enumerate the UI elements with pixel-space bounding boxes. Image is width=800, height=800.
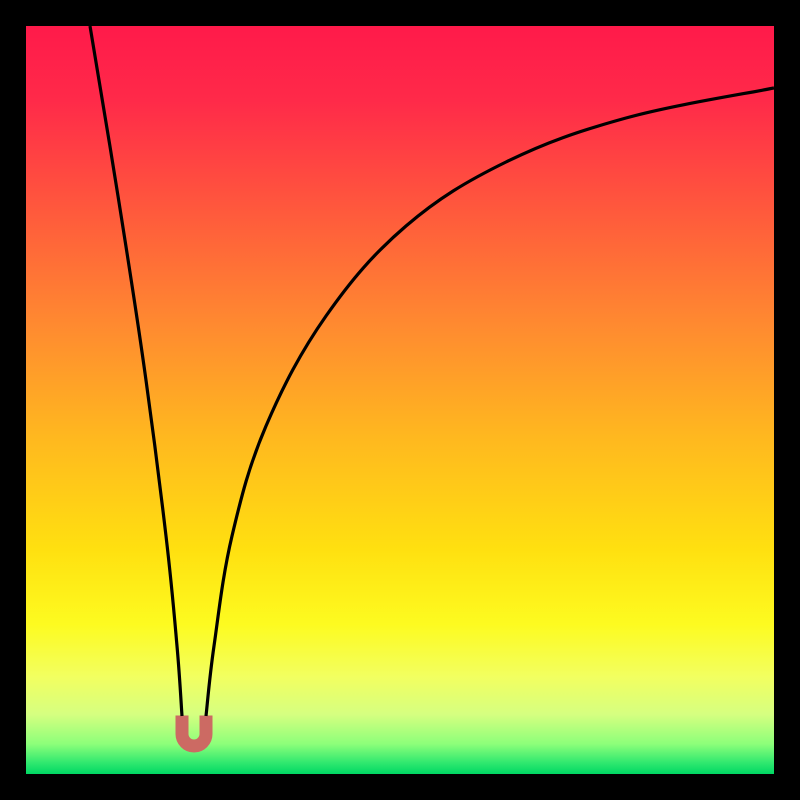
chart-container: TheBottleneck.com xyxy=(0,0,800,800)
notch-marker xyxy=(176,716,212,752)
plot-area xyxy=(26,26,774,774)
frame-border-left xyxy=(0,0,26,800)
frame-border-bottom xyxy=(0,774,800,800)
frame-border-top xyxy=(0,0,800,26)
bottleneck-curve xyxy=(26,26,774,774)
curve-right-branch xyxy=(206,88,774,716)
frame-border-right xyxy=(774,0,800,800)
curve-left-branch xyxy=(90,26,182,716)
